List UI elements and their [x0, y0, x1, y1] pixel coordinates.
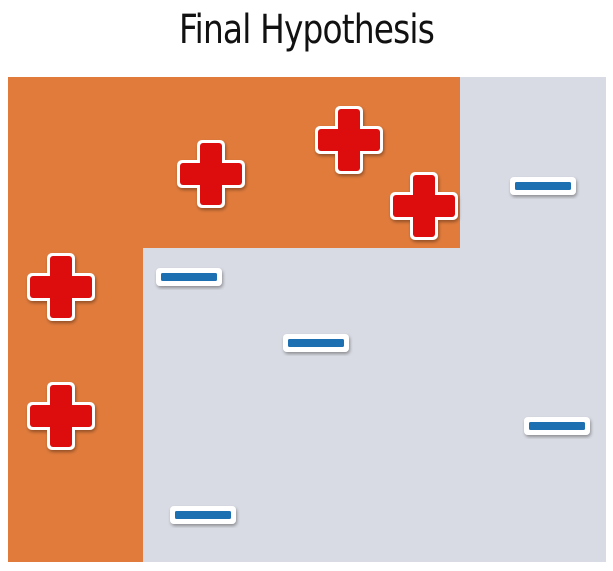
negative-example-minus	[170, 506, 236, 524]
positive-example-plus	[27, 382, 95, 450]
negative-example-minus	[283, 334, 349, 352]
negative-example-minus	[510, 177, 576, 195]
diagram-title: Final Hypothesis	[179, 7, 435, 53]
positive-example-plus	[177, 140, 245, 208]
negative-example-minus	[156, 268, 222, 286]
positive-region	[8, 77, 460, 562]
negative-example-minus	[524, 417, 590, 435]
positive-example-plus	[390, 172, 458, 240]
positive-example-plus	[315, 106, 383, 174]
positive-example-plus	[27, 253, 95, 321]
